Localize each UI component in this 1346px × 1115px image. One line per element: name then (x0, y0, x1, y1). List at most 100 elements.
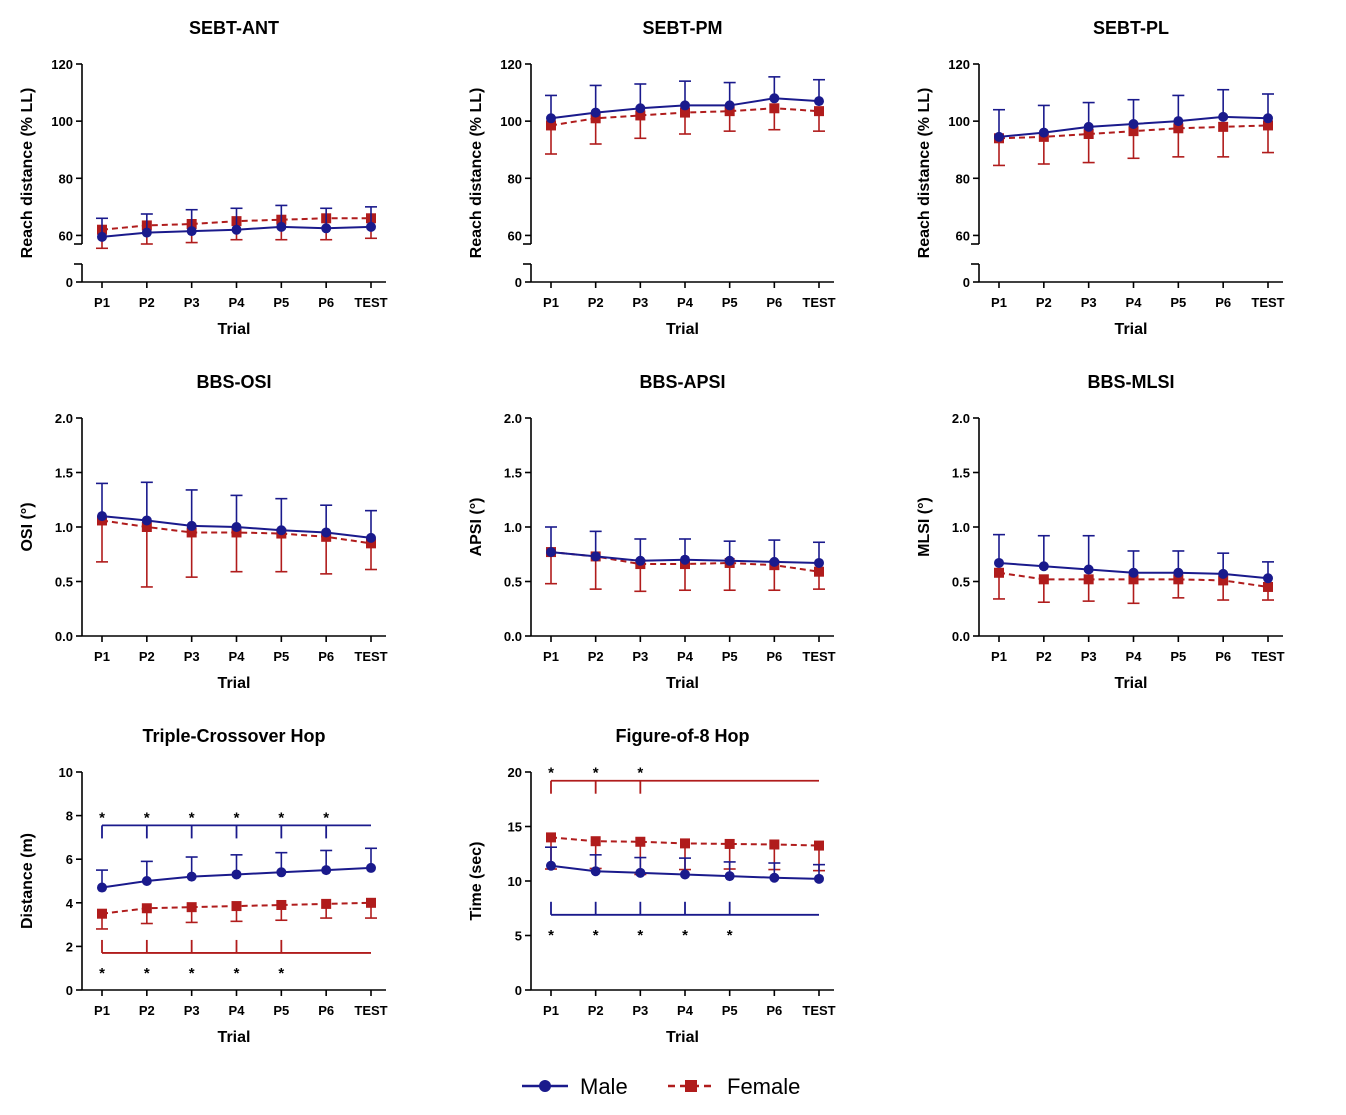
data-point (635, 103, 646, 114)
data-point (590, 551, 601, 562)
legend-item-female: Female (668, 1074, 800, 1099)
x-axis-label: Trial (218, 1029, 251, 1046)
x-tick-label: P6 (318, 1003, 334, 1018)
x-tick-label: P4 (677, 295, 694, 310)
data-point (1263, 581, 1273, 592)
data-point (769, 556, 780, 567)
significance-bracket-female: * * * * * (99, 939, 371, 982)
y-tick-label: 0.0 (952, 629, 970, 644)
x-tick-label: P1 (543, 295, 559, 310)
data-point (1263, 113, 1273, 124)
series-female (545, 103, 825, 155)
data-point (1218, 111, 1229, 122)
x-tick-label: TEST (354, 295, 387, 310)
data-point (1083, 129, 1094, 139)
series-male (96, 847, 377, 893)
data-point (321, 527, 332, 538)
significance-star: * (593, 765, 599, 782)
data-point (814, 96, 824, 107)
x-tick-label: TEST (354, 1003, 387, 1018)
y-tick-label: 15 (508, 820, 522, 835)
significance-star: * (189, 965, 195, 982)
x-axis-label: Trial (1115, 675, 1148, 692)
x-tick-label: P2 (1036, 295, 1052, 310)
data-point (97, 231, 107, 242)
series-female (993, 567, 1274, 605)
y-tick-label: 2 (66, 939, 73, 954)
series-male (96, 481, 377, 543)
significance-star: * (727, 927, 733, 944)
y-tick-label: 20 (508, 765, 522, 780)
x-tick-label: P3 (632, 1003, 648, 1018)
data-point (724, 100, 735, 111)
x-tick-label: P1 (543, 649, 559, 664)
data-point (321, 898, 332, 909)
y-tick-label: 80 (508, 171, 522, 186)
chart-sebt-pm: SEBT-PM 0 60 80 100 120 P1 P2 P3 P4 P5 P6 TEST Trial R… (468, 18, 836, 338)
x-tick-label: P5 (722, 1003, 738, 1018)
data-point (724, 555, 735, 566)
x-tick-label: TEST (354, 649, 387, 664)
y-tick-label: 10 (508, 874, 522, 889)
x-tick-label: P2 (588, 295, 604, 310)
data-point (590, 836, 601, 847)
data-point (590, 107, 601, 118)
data-point (141, 515, 152, 526)
data-point (1128, 574, 1139, 585)
y-axis-label: Distance (m) (19, 833, 36, 929)
x-tick-label: TEST (802, 1003, 835, 1018)
data-point (366, 532, 376, 543)
data-point (994, 567, 1004, 578)
x-tick-label: P6 (1215, 295, 1231, 310)
data-point (814, 566, 824, 577)
data-point (186, 520, 197, 531)
data-point (1173, 116, 1184, 127)
y-axis-label: APSI (°) (468, 498, 485, 557)
data-point (546, 547, 556, 558)
data-point (1173, 567, 1184, 578)
y-tick-label: 0.5 (952, 575, 970, 590)
y-tick-label: 60 (508, 228, 522, 243)
data-point (680, 100, 690, 111)
data-point (680, 107, 690, 118)
data-point (186, 871, 197, 882)
data-point (1128, 567, 1139, 578)
significance-star: * (189, 809, 195, 826)
chart-title: Triple-Crossover Hop (142, 726, 325, 746)
data-point (769, 103, 780, 114)
data-point (635, 867, 646, 878)
y-tick-label: 2.0 (55, 411, 73, 426)
data-point (994, 131, 1004, 142)
y-tick-label: 0 (66, 275, 73, 290)
legend-marker (539, 1080, 551, 1092)
data-point (321, 223, 332, 234)
x-tick-label: P1 (543, 1003, 559, 1018)
data-point (1128, 126, 1139, 137)
y-axis-label: Reach distance (% LL) (19, 88, 36, 259)
data-point (994, 557, 1004, 568)
data-point (1173, 574, 1184, 585)
x-tick-label: P6 (766, 295, 782, 310)
chart-title: BBS-APSI (639, 372, 725, 392)
x-tick-label: P5 (722, 649, 738, 664)
data-point (680, 869, 690, 880)
data-point (1263, 573, 1273, 584)
y-axis-label: Reach distance (% LL) (468, 88, 485, 259)
x-tick-label: P4 (1126, 295, 1143, 310)
x-tick-label: P1 (991, 295, 1007, 310)
x-tick-label: P5 (1170, 295, 1186, 310)
x-axis-label: Trial (218, 321, 251, 338)
chart-bbs-osi: BBS-OSI 0.0 0.5 1.0 1.5 2.0 P1 P2 P3 P4 P5 P6 TEST Tr… (19, 372, 388, 692)
y-tick-label: 0.0 (504, 629, 522, 644)
x-tick-label: P3 (1081, 649, 1097, 664)
series-male (96, 204, 377, 242)
chart-title: Figure-of-8 Hop (616, 726, 750, 746)
data-point (635, 836, 646, 847)
y-tick-label: 2.0 (504, 411, 522, 426)
y-tick-label: 10 (59, 765, 73, 780)
y-tick-label: 1.0 (55, 520, 73, 535)
data-point (231, 527, 242, 538)
legend-label: Male (580, 1074, 628, 1099)
significance-star: * (278, 809, 284, 826)
